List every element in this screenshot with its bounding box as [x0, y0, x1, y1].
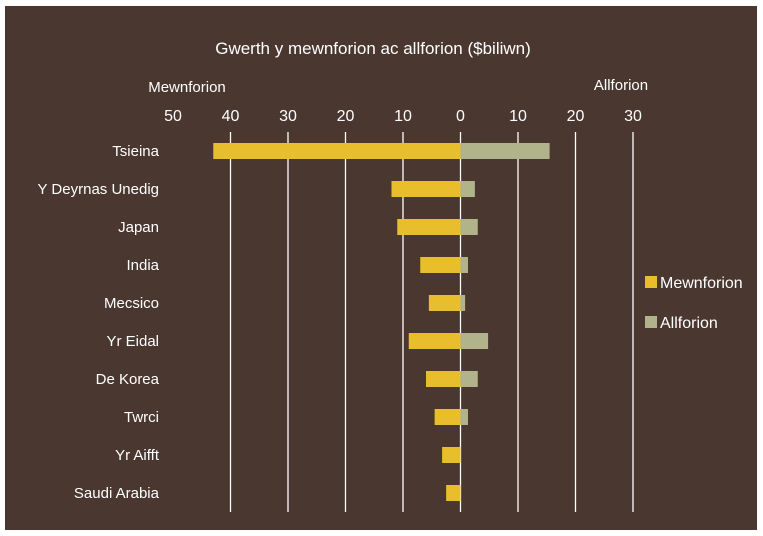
imports-bar — [391, 181, 461, 197]
exports-bar — [460, 371, 478, 387]
category-label: Saudi Arabia — [74, 485, 160, 502]
x-tick-label: 30 — [279, 108, 297, 125]
category-labels: Tsieina Y Deyrnas Unedig Japan India Mecsico… — [38, 143, 160, 502]
x-tick-label: 20 — [337, 108, 355, 125]
legend-label: Mewnforion — [660, 275, 743, 292]
legend: Mewnforion Allforion — [645, 275, 743, 332]
category-label: Yr Eidal — [106, 333, 159, 350]
exports-axis-label: Allforion — [594, 77, 648, 94]
category-label: Twrci — [124, 409, 159, 426]
x-tick-label: 50 — [164, 108, 182, 125]
category-label: Japan — [118, 219, 159, 236]
x-tick-label: 10 — [394, 108, 412, 125]
imports-bar — [446, 485, 461, 501]
imports-bar — [213, 143, 461, 159]
legend-swatch — [645, 276, 657, 288]
exports-bar — [460, 181, 475, 197]
x-tick-label: 10 — [509, 108, 527, 125]
bar-chart: Gwerth y mewnforion ac allforion ($biliw… — [38, 39, 743, 512]
bars — [213, 143, 550, 501]
category-label: Yr Aifft — [115, 447, 160, 464]
x-tick-label: 40 — [222, 108, 240, 125]
x-tick-labels: 50 40 30 20 10 0 10 20 30 — [164, 108, 642, 125]
category-label: Y Deyrnas Unedig — [38, 181, 159, 198]
x-tick-label: 20 — [567, 108, 585, 125]
exports-bar — [460, 295, 466, 311]
imports-axis-label: Mewnforion — [148, 79, 226, 96]
category-label: Mecsico — [104, 295, 159, 312]
x-tick-label: 0 — [456, 108, 465, 125]
category-label: India — [126, 257, 159, 274]
exports-bar — [460, 333, 489, 349]
imports-bar — [442, 447, 461, 463]
exports-bar — [460, 409, 468, 425]
imports-bar — [426, 371, 461, 387]
imports-bar — [408, 333, 461, 349]
chart-title: Gwerth y mewnforion ac allforion ($biliw… — [215, 39, 531, 58]
category-label: Tsieina — [112, 143, 159, 160]
exports-bar — [460, 143, 550, 159]
imports-bar — [434, 409, 461, 425]
imports-bar — [397, 219, 461, 235]
imports-bar — [420, 257, 461, 273]
legend-swatch — [645, 316, 657, 328]
imports-bar — [428, 295, 461, 311]
x-tick-label: 30 — [624, 108, 642, 125]
category-label: De Korea — [96, 371, 160, 388]
exports-bar — [460, 257, 468, 273]
legend-label: Allforion — [660, 315, 718, 332]
chart-panel: Gwerth y mewnforion ac allforion ($biliw… — [5, 6, 757, 530]
exports-bar — [460, 219, 478, 235]
